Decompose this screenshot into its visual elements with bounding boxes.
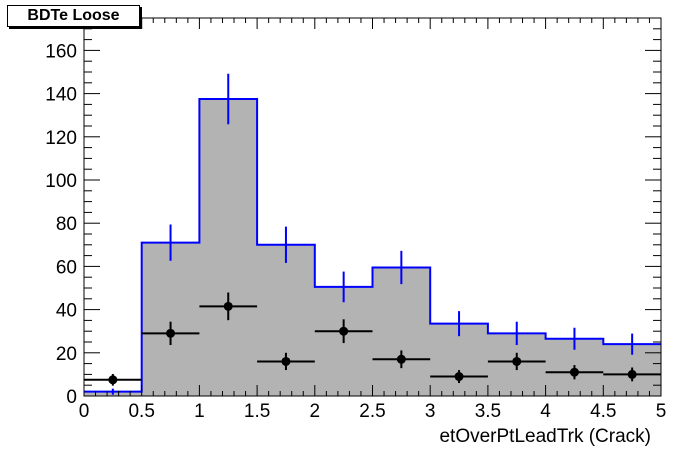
data-point [396, 354, 406, 364]
data-point [108, 375, 118, 385]
data-point [569, 367, 579, 377]
x-tick-label: 5 [656, 401, 667, 422]
data-points-layer [84, 292, 661, 386]
data-point [166, 328, 176, 338]
data-point [512, 356, 522, 366]
y-tick-label: 40 [56, 301, 77, 322]
y-tick-label: 160 [45, 41, 77, 62]
x-tick-label: 3 [425, 401, 436, 422]
y-tick-label: 20 [56, 344, 77, 365]
x-tick-label: 2.5 [359, 401, 385, 422]
x-tick-label: 3.5 [475, 401, 501, 422]
x-tick-label: 1.5 [244, 401, 270, 422]
x-tick-label: 0.5 [128, 401, 154, 422]
data-point [223, 301, 233, 311]
plot-border [83, 17, 662, 397]
y-tick-label: 120 [45, 128, 77, 149]
histogram-fill [84, 99, 661, 396]
y-tick-label: 100 [45, 171, 77, 192]
axes-layer: 0 0.5 1 1.5 2 2.5 3 3.5 4 4.5 5 0 20 40 60 80 100 120 140 1… [45, 17, 667, 422]
x-tick-label: 4 [540, 401, 551, 422]
y-tick-label: 80 [56, 214, 77, 235]
y-tick-label: 140 [45, 85, 77, 106]
data-point [281, 356, 291, 366]
y-tick-label: 0 [66, 387, 77, 408]
data-point [339, 326, 349, 336]
chart-title: BDTe Loose [7, 5, 140, 27]
x-tick-label: 1 [194, 401, 205, 422]
x-tick-label: 2 [310, 401, 321, 422]
histogram-layer [84, 73, 661, 396]
x-tick-label: 0 [79, 401, 90, 422]
data-point [627, 369, 637, 379]
y-tick-label: 60 [56, 257, 77, 278]
histogram-outline [84, 98, 661, 393]
data-point [454, 372, 464, 382]
x-tick-label: 4.5 [590, 401, 616, 422]
x-axis-label: etOverPtLeadTrk (Crack) [439, 426, 651, 447]
